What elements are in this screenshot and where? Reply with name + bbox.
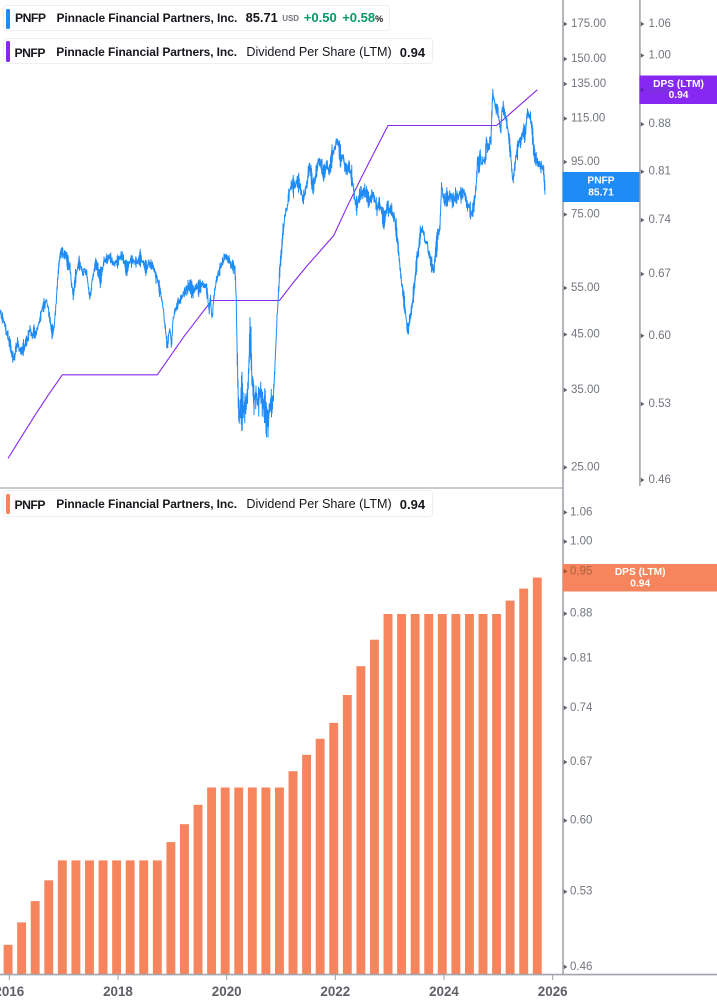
svg-text:85.71: 85.71 bbox=[588, 187, 614, 198]
svg-text:1.00: 1.00 bbox=[570, 536, 592, 548]
svg-text:0.67: 0.67 bbox=[570, 756, 592, 768]
svg-text:45.00: 45.00 bbox=[571, 329, 600, 341]
svg-text:115.00: 115.00 bbox=[571, 113, 605, 125]
svg-text:0.60: 0.60 bbox=[649, 330, 671, 342]
svg-text:0.60: 0.60 bbox=[570, 815, 592, 827]
svg-text:2020: 2020 bbox=[212, 984, 242, 999]
svg-text:DPS (LTM): DPS (LTM) bbox=[615, 567, 666, 578]
svg-text:0.88: 0.88 bbox=[649, 118, 671, 130]
svg-text:1.06: 1.06 bbox=[649, 18, 671, 30]
svg-text:0.95: 0.95 bbox=[570, 565, 592, 577]
svg-text:0.94: 0.94 bbox=[630, 578, 650, 589]
svg-text:0.74: 0.74 bbox=[649, 214, 672, 226]
svg-text:0.46: 0.46 bbox=[649, 474, 671, 486]
svg-text:2024: 2024 bbox=[429, 984, 459, 999]
svg-text:2026: 2026 bbox=[538, 984, 568, 999]
svg-text:2018: 2018 bbox=[103, 984, 133, 999]
svg-text:0.53: 0.53 bbox=[570, 886, 592, 898]
svg-text:1.00: 1.00 bbox=[649, 50, 671, 62]
svg-text:75.00: 75.00 bbox=[571, 209, 600, 221]
svg-text:0.81: 0.81 bbox=[570, 653, 592, 665]
svg-text:55.00: 55.00 bbox=[571, 282, 600, 294]
svg-text:0.94: 0.94 bbox=[669, 90, 689, 101]
svg-text:DPS (LTM): DPS (LTM) bbox=[653, 79, 704, 90]
svg-text:0.74: 0.74 bbox=[570, 702, 593, 714]
svg-text:2022: 2022 bbox=[320, 984, 350, 999]
svg-text:1.06: 1.06 bbox=[570, 506, 592, 518]
svg-text:175.00: 175.00 bbox=[571, 18, 606, 30]
svg-text:150.00: 150.00 bbox=[571, 53, 606, 65]
svg-text:2016: 2016 bbox=[0, 984, 24, 999]
svg-text:25.00: 25.00 bbox=[571, 461, 600, 473]
svg-text:0.67: 0.67 bbox=[649, 268, 671, 280]
svg-text:0.88: 0.88 bbox=[570, 608, 592, 620]
svg-text:0.94: 0.94 bbox=[649, 84, 672, 96]
svg-text:35.00: 35.00 bbox=[571, 384, 600, 396]
svg-text:135.00: 135.00 bbox=[571, 78, 606, 90]
svg-text:0.46: 0.46 bbox=[570, 961, 592, 973]
svg-text:95.00: 95.00 bbox=[571, 156, 600, 168]
svg-text:0.53: 0.53 bbox=[649, 398, 671, 410]
svg-text:PNFP: PNFP bbox=[587, 176, 614, 187]
svg-text:0.81: 0.81 bbox=[649, 166, 671, 178]
